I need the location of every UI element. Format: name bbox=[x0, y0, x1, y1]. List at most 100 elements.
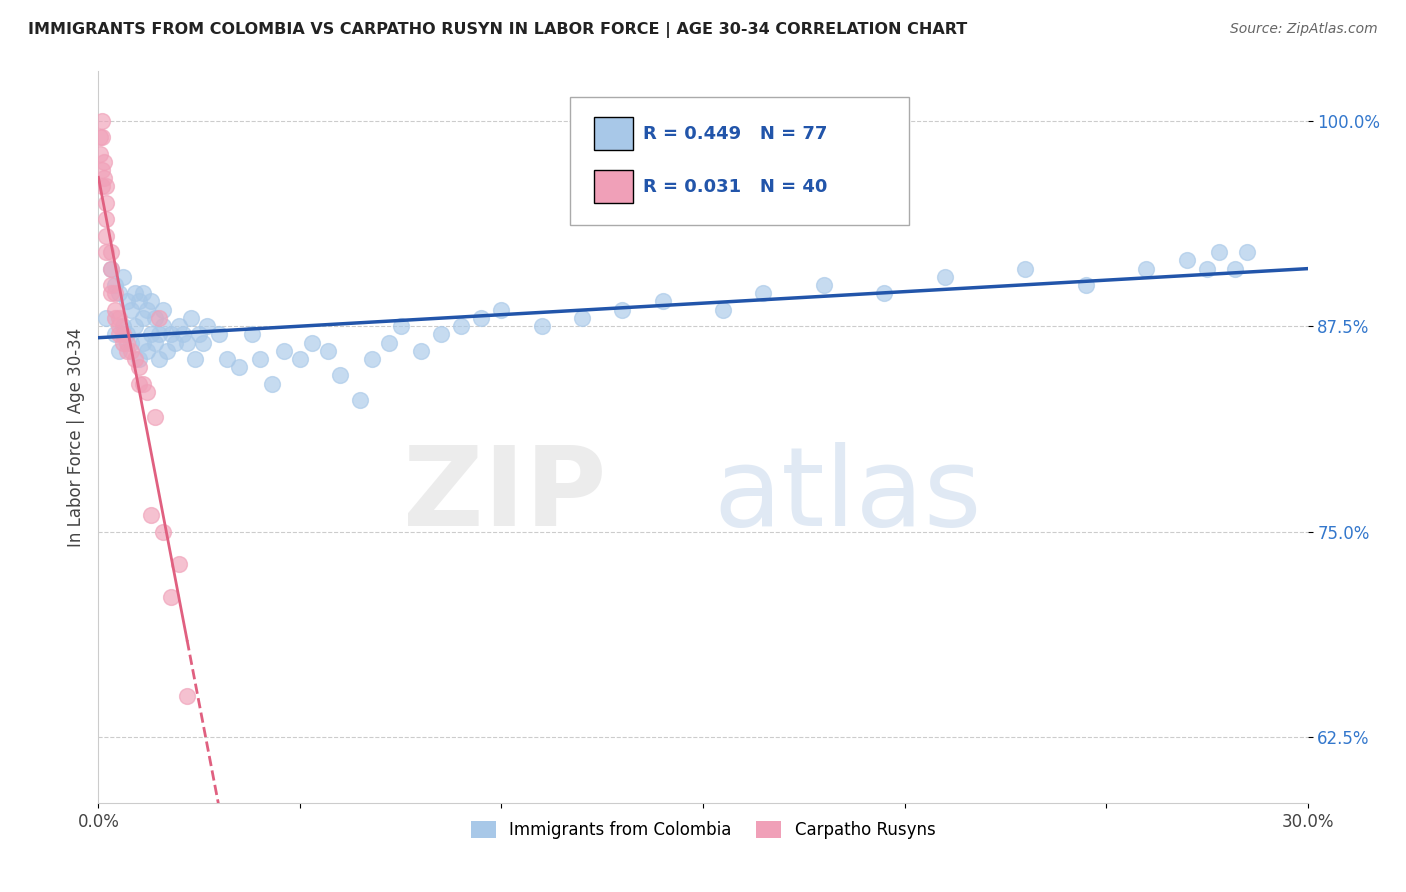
Point bbox=[208, 327, 231, 342]
Point bbox=[115, 335, 138, 350]
Point bbox=[103, 302, 125, 317]
Point bbox=[132, 286, 155, 301]
Point bbox=[409, 343, 432, 358]
Point bbox=[103, 327, 125, 342]
Point bbox=[651, 294, 673, 309]
Point bbox=[132, 310, 155, 325]
Legend: Immigrants from Colombia, Carpatho Rusyns: Immigrants from Colombia, Carpatho Rusyn… bbox=[464, 814, 942, 846]
Point bbox=[217, 351, 239, 366]
Point bbox=[1014, 261, 1036, 276]
Point bbox=[430, 327, 453, 342]
Point bbox=[152, 524, 174, 539]
Point bbox=[103, 286, 125, 301]
Point bbox=[148, 327, 170, 342]
Point bbox=[128, 351, 150, 366]
Point bbox=[135, 343, 157, 358]
Point bbox=[167, 558, 190, 572]
Point bbox=[115, 343, 138, 358]
Point bbox=[91, 130, 114, 145]
Point bbox=[377, 335, 399, 350]
Point bbox=[160, 327, 183, 342]
Point bbox=[491, 302, 513, 317]
Point bbox=[530, 319, 553, 334]
Point bbox=[148, 351, 170, 366]
Point bbox=[135, 384, 157, 399]
Point bbox=[132, 335, 155, 350]
Point bbox=[260, 376, 283, 391]
Point bbox=[96, 228, 118, 243]
Point bbox=[143, 409, 166, 424]
Point bbox=[96, 195, 118, 210]
Point bbox=[1195, 261, 1218, 276]
Point bbox=[120, 335, 142, 350]
Point bbox=[143, 310, 166, 325]
Text: R = 0.031   N = 40: R = 0.031 N = 40 bbox=[643, 178, 827, 196]
Point bbox=[167, 319, 190, 334]
Point bbox=[96, 245, 118, 260]
Point bbox=[813, 278, 835, 293]
Point bbox=[180, 310, 202, 325]
Point bbox=[148, 310, 170, 325]
Point bbox=[115, 327, 138, 342]
Point bbox=[273, 343, 295, 358]
Point bbox=[91, 163, 114, 178]
Point bbox=[195, 319, 218, 334]
Text: Source: ZipAtlas.com: Source: ZipAtlas.com bbox=[1230, 22, 1378, 37]
Point bbox=[163, 335, 186, 350]
Point bbox=[107, 343, 129, 358]
Text: IMMIGRANTS FROM COLOMBIA VS CARPATHO RUSYN IN LABOR FORCE | AGE 30-34 CORRELATIO: IMMIGRANTS FROM COLOMBIA VS CARPATHO RUS… bbox=[28, 22, 967, 38]
Point bbox=[240, 327, 263, 342]
Point bbox=[156, 343, 179, 358]
Point bbox=[934, 269, 956, 284]
Point bbox=[1208, 245, 1230, 260]
Point bbox=[349, 393, 371, 408]
Point bbox=[128, 376, 150, 391]
Point bbox=[96, 310, 118, 325]
Point bbox=[100, 245, 122, 260]
Point bbox=[100, 286, 122, 301]
Point bbox=[160, 591, 183, 605]
Point bbox=[124, 319, 146, 334]
Point bbox=[752, 286, 775, 301]
Point bbox=[228, 360, 250, 375]
Point bbox=[139, 508, 162, 523]
Point bbox=[249, 351, 271, 366]
Y-axis label: In Labor Force | Age 30-34: In Labor Force | Age 30-34 bbox=[66, 327, 84, 547]
Point bbox=[120, 302, 142, 317]
Point bbox=[152, 302, 174, 317]
Point bbox=[873, 286, 896, 301]
Point bbox=[193, 335, 215, 350]
Point bbox=[120, 343, 142, 358]
Point bbox=[571, 310, 593, 325]
Point bbox=[100, 261, 122, 276]
Point bbox=[103, 310, 125, 325]
Point bbox=[107, 319, 129, 334]
Point bbox=[111, 269, 134, 284]
Point bbox=[111, 319, 134, 334]
Point bbox=[124, 351, 146, 366]
Point bbox=[301, 335, 323, 350]
Point bbox=[128, 294, 150, 309]
Point bbox=[93, 171, 115, 186]
Point bbox=[139, 294, 162, 309]
Text: ZIP: ZIP bbox=[404, 442, 606, 549]
Point bbox=[143, 335, 166, 350]
Point bbox=[96, 212, 118, 227]
Point bbox=[135, 302, 157, 317]
Point bbox=[96, 179, 118, 194]
Point bbox=[91, 179, 114, 194]
Point bbox=[111, 327, 134, 342]
Point bbox=[316, 343, 339, 358]
Point bbox=[176, 689, 198, 703]
Point bbox=[107, 310, 129, 325]
Point bbox=[124, 286, 146, 301]
Point bbox=[115, 294, 138, 309]
Text: atlas: atlas bbox=[714, 442, 983, 549]
FancyBboxPatch shape bbox=[595, 170, 633, 203]
Point bbox=[450, 319, 472, 334]
Point bbox=[107, 286, 129, 301]
Point bbox=[100, 278, 122, 293]
Point bbox=[111, 335, 134, 350]
Point bbox=[91, 113, 114, 128]
FancyBboxPatch shape bbox=[595, 117, 633, 150]
